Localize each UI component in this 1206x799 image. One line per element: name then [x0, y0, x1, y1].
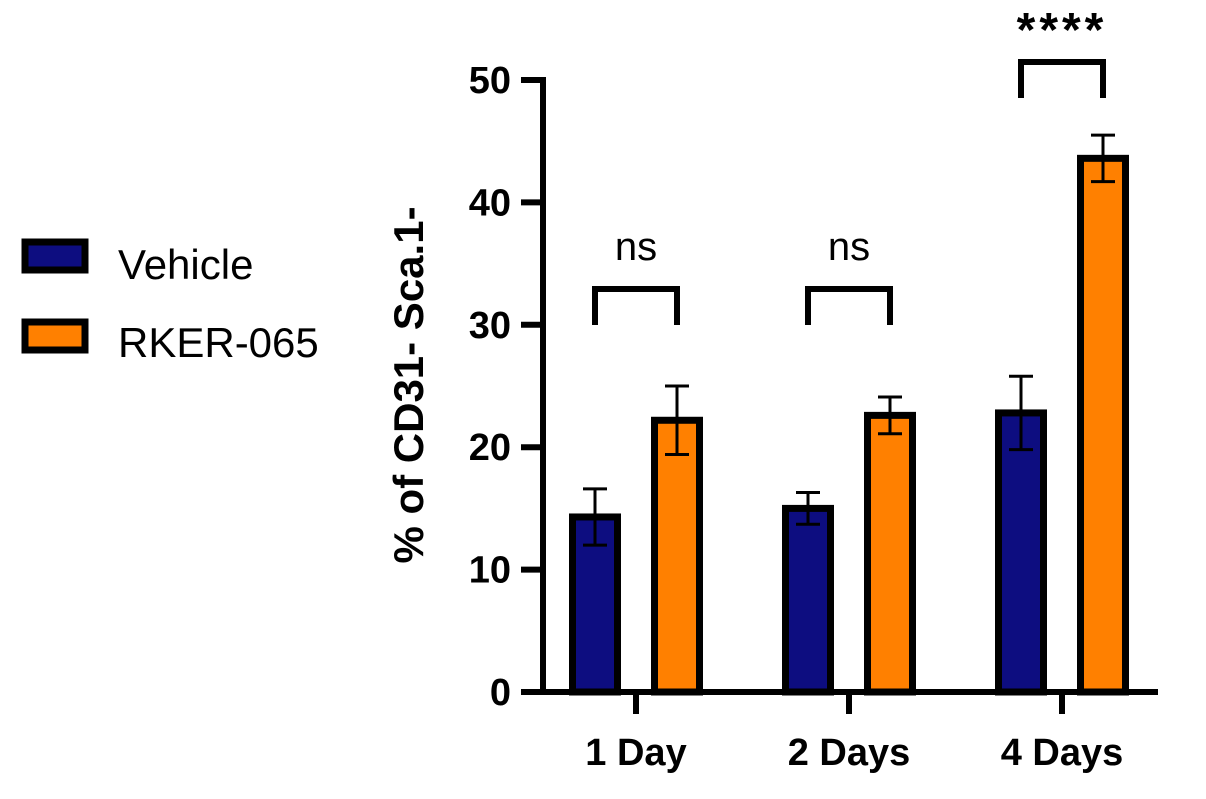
- bar-vehicle-3: [995, 409, 1047, 696]
- y-tick-label-40: 40: [469, 182, 511, 224]
- plot-area: 0 10 20 30 40 50 1 Day 2 Days 4 Days ns ns ****: [469, 4, 1158, 774]
- legend: Vehicle RKER-065: [21, 238, 319, 366]
- significance-bracket-3: [1018, 59, 1106, 98]
- x-tick-label-1-day: 1 Day: [585, 732, 686, 774]
- x-tick-label-4-days: 4 Days: [1001, 732, 1124, 774]
- significance-label-3: ****: [1017, 4, 1108, 57]
- significance-label-2: ns: [828, 225, 870, 269]
- bar-rker-065-1: [651, 416, 703, 696]
- x-tick-label-2-days: 2 Days: [788, 732, 911, 774]
- legend-swatch-vehicle: [21, 238, 89, 274]
- legend-label-rker-065: RKER-065: [118, 319, 319, 366]
- significance-bracket-2: [805, 286, 893, 325]
- bar-vehicle-2: [782, 504, 834, 696]
- y-tick-label-10: 10: [469, 550, 511, 592]
- significance-label-1: ns: [615, 225, 657, 269]
- y-tick-label-0: 0: [490, 672, 511, 714]
- legend-label-vehicle: Vehicle: [118, 241, 253, 288]
- y-tick-label-30: 30: [469, 305, 511, 347]
- bar-rker-065-3: [1077, 154, 1129, 696]
- significance-bracket-1: [592, 286, 680, 325]
- y-tick-label-20: 20: [469, 427, 511, 469]
- bar-rker-065-2: [864, 411, 916, 696]
- y-axis-title: % of CD31- Sca.1-: [385, 206, 432, 563]
- legend-swatch-rker-065: [21, 318, 89, 354]
- y-tick-label-50: 50: [469, 60, 511, 102]
